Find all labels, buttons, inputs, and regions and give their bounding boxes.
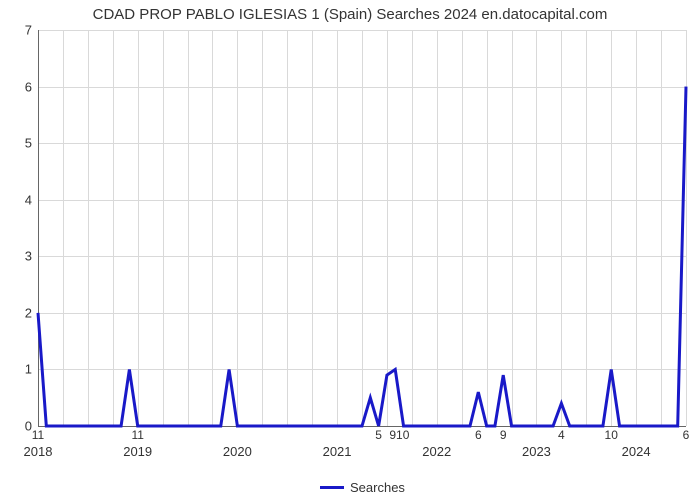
data-point-label: 910 xyxy=(389,428,409,442)
y-tick-label: 2 xyxy=(12,305,32,320)
data-point-label: 6 xyxy=(683,428,690,442)
chart-title: CDAD PROP PABLO IGLESIAS 1 (Spain) Searc… xyxy=(0,6,700,23)
data-point-label: 9 xyxy=(500,428,507,442)
data-point-label: 11 xyxy=(131,428,143,442)
plot-area xyxy=(38,30,686,426)
x-tick-label: 2024 xyxy=(622,444,651,459)
data-point-label: 5 xyxy=(375,428,382,442)
y-tick-label: 5 xyxy=(12,136,32,151)
y-tick-label: 3 xyxy=(12,249,32,264)
x-tick-label: 2022 xyxy=(422,444,451,459)
data-point-label: 6 xyxy=(475,428,482,442)
legend-label: Searches xyxy=(350,480,405,495)
x-tick-label: 2019 xyxy=(123,444,152,459)
x-tick-label: 2023 xyxy=(522,444,551,459)
y-tick-label: 1 xyxy=(12,362,32,377)
y-tick-label: 7 xyxy=(12,23,32,38)
data-point-label: 11 xyxy=(32,428,44,442)
data-point-label: 4 xyxy=(558,428,565,442)
x-tick-label: 2021 xyxy=(323,444,352,459)
legend: Searches xyxy=(320,480,405,495)
legend-swatch xyxy=(320,486,344,489)
x-tick-label: 2018 xyxy=(24,444,53,459)
y-tick-label: 6 xyxy=(12,79,32,94)
series-line xyxy=(38,30,686,426)
y-tick-label: 4 xyxy=(12,192,32,207)
x-tick-label: 2020 xyxy=(223,444,252,459)
y-tick-label: 0 xyxy=(12,419,32,434)
data-point-label: 10 xyxy=(605,428,618,442)
chart-container: CDAD PROP PABLO IGLESIAS 1 (Spain) Searc… xyxy=(0,0,700,500)
